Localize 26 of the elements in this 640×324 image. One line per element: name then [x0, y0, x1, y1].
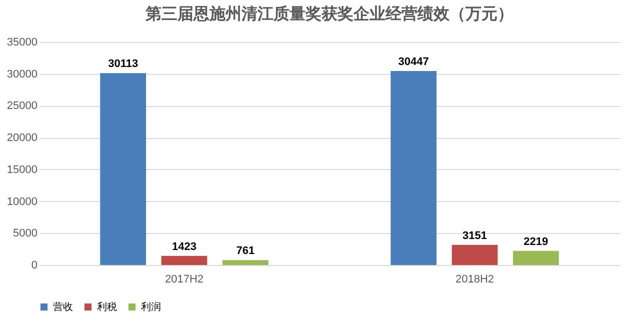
data-label: 2219 — [524, 236, 548, 248]
bar — [452, 244, 498, 265]
y-tick-label: 25000 — [6, 100, 38, 112]
bar — [100, 73, 146, 265]
legend-label: 利税 — [97, 301, 117, 313]
y-tick-label: 20000 — [6, 132, 38, 144]
bar — [161, 256, 208, 265]
y-tick-label: 15000 — [6, 164, 38, 176]
x-tick-label: 2018H2 — [455, 274, 494, 286]
x-tick-label: 2017H2 — [164, 274, 204, 286]
data-label: 30447 — [398, 56, 429, 68]
data-label: 30113 — [108, 58, 138, 70]
y-tick-label: 10000 — [6, 196, 38, 208]
chart-title: 第三届恩施州清江质量奖获奖企业经营绩效（万元） — [144, 4, 514, 23]
y-tick-label: 35000 — [6, 36, 38, 48]
y-tick-label: 30000 — [6, 68, 38, 80]
data-label: 761 — [236, 245, 255, 258]
bar — [222, 260, 268, 265]
legend-label: 利润 — [141, 301, 161, 313]
bar — [512, 250, 559, 265]
y-tick-label: 0 — [31, 260, 38, 272]
y-tick-label: 5000 — [13, 228, 38, 240]
legend-label: 营收 — [53, 301, 73, 313]
bar — [390, 71, 437, 265]
data-label: 1423 — [172, 240, 196, 253]
data-label: 3151 — [462, 230, 487, 242]
